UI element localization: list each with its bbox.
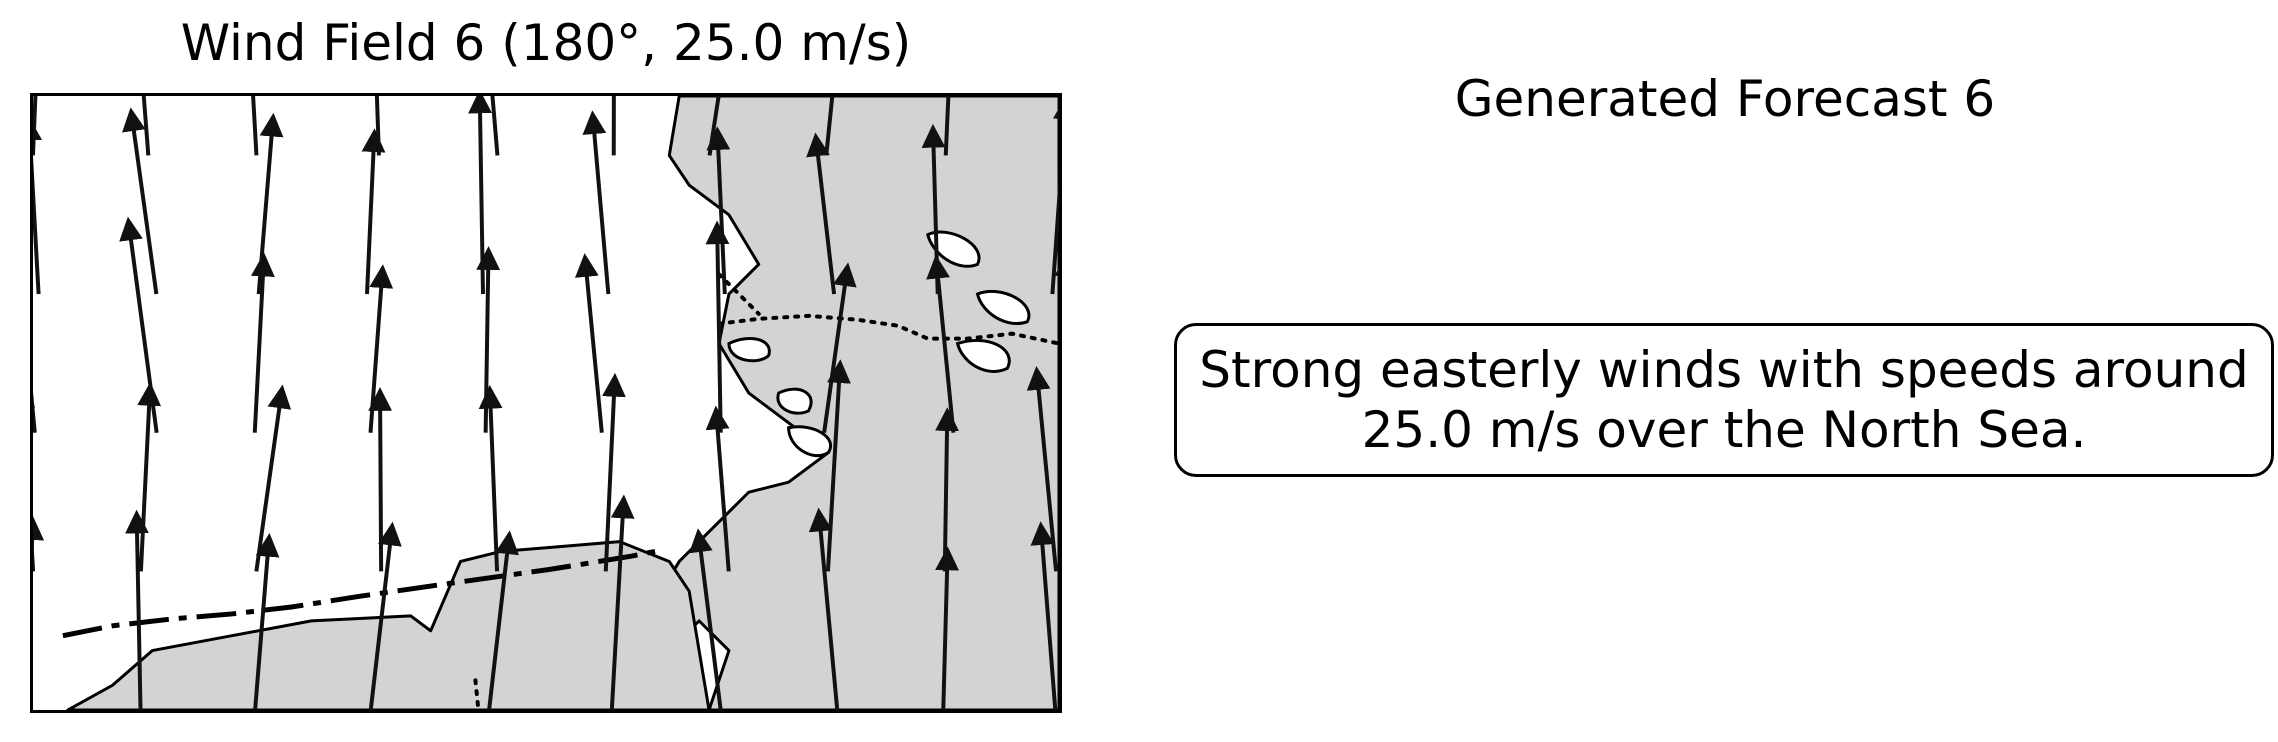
- wind-arrow: [141, 96, 151, 156]
- wind-arrow: [468, 96, 492, 295]
- wind-arrow: [806, 132, 837, 295]
- wind-arrow: [374, 96, 381, 156]
- wind-arrow: [122, 107, 159, 295]
- wind-arrow: [574, 253, 604, 433]
- wind-arrow: [825, 359, 851, 572]
- wind-arrow: [689, 528, 723, 710]
- wind-arrow: [602, 372, 626, 572]
- wind-arrow: [361, 128, 386, 295]
- country-border-south: [473, 678, 481, 710]
- wind-vectors: [33, 96, 1059, 710]
- wind-arrow: [943, 96, 951, 156]
- country-border: [717, 313, 1059, 346]
- wind-arrow: [1026, 366, 1059, 572]
- forecast-text: Strong easterly winds with speeds around…: [1199, 341, 2249, 459]
- wind-arrow: [119, 216, 159, 433]
- wind-arrow: [137, 381, 162, 572]
- wind-arrow: [935, 407, 959, 572]
- wind-arrow: [1050, 96, 1059, 295]
- wind-arrow: [822, 262, 857, 433]
- wind-arrow: [256, 112, 284, 295]
- land-danish-islands: [727, 230, 1031, 458]
- wind-arrow: [490, 96, 500, 156]
- wind-arrow: [926, 254, 956, 433]
- wind-arrow: [705, 220, 730, 433]
- wind-field-title: Wind Field 6 (180°, 25.0 m/s): [180, 14, 912, 72]
- wind-arrow: [33, 116, 43, 295]
- wind-arrow: [33, 96, 38, 156]
- wind-arrow: [254, 384, 292, 572]
- wind-arrow: [251, 96, 259, 156]
- wind-arrow: [706, 126, 731, 295]
- land-continental-coast: [66, 540, 711, 710]
- forecast-title: Generated Forecast 6: [1454, 70, 1996, 128]
- wind-arrow: [921, 123, 946, 295]
- wind-arrow: [368, 387, 393, 572]
- wind-arrow: [935, 546, 960, 710]
- wind-arrow: [368, 521, 402, 710]
- wind-arrow: [824, 96, 835, 156]
- wind-arrow: [478, 384, 503, 572]
- wind-arrow: [125, 509, 149, 710]
- wind-arrow: [368, 264, 394, 433]
- wind-arrow: [609, 494, 635, 710]
- wind-arrow: [705, 405, 731, 572]
- wind-arrow: [808, 507, 840, 710]
- wind-arrow: [33, 391, 37, 433]
- wind-arrow: [476, 246, 501, 433]
- wind-field-map: [30, 93, 1062, 713]
- wind-arrow: [251, 252, 275, 433]
- wind-arrow: [707, 96, 721, 156]
- wind-arrow: [487, 530, 519, 710]
- forecast-text-box: Strong easterly winds with speeds around…: [1174, 323, 2274, 477]
- wind-arrow: [253, 532, 280, 710]
- land-islands: [62, 547, 665, 639]
- wind-arrow: [582, 110, 611, 295]
- map-canvas: [33, 96, 1059, 710]
- wind-arrow: [1030, 521, 1058, 710]
